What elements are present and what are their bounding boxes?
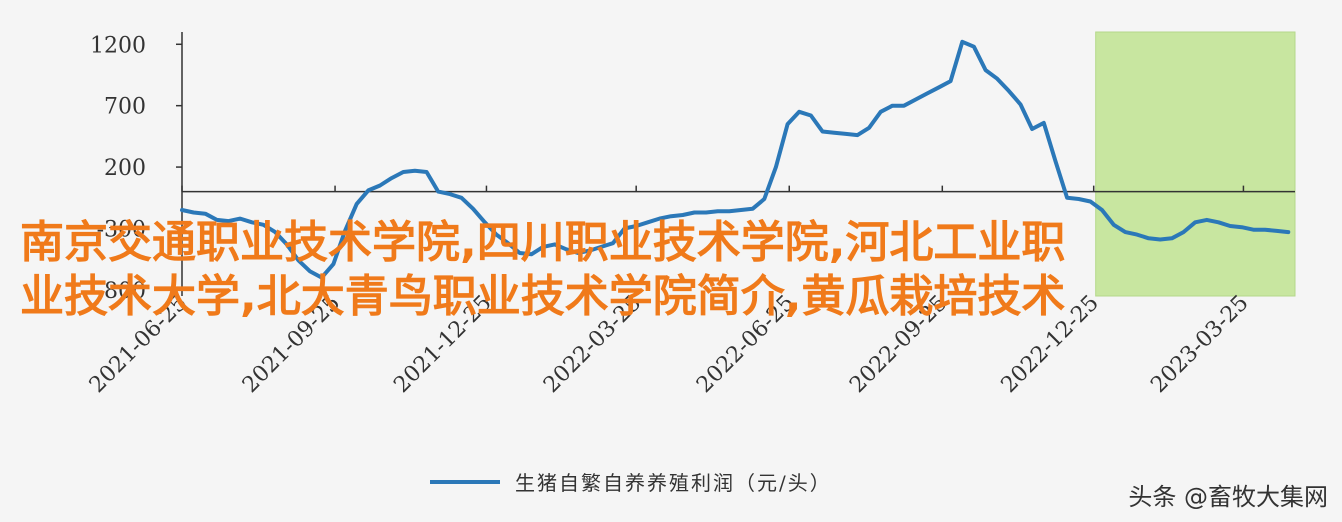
y-tick-label: 200: [104, 156, 146, 181]
highlight-region: [1095, 31, 1296, 297]
y-tick-label: -300: [97, 217, 146, 242]
legend-label: 生猪自繁自养养殖利润（元/头）: [515, 471, 832, 495]
y-tick-label: -800: [97, 279, 146, 304]
overlay-line-2: 业技术大学,北大青鸟职业技术学院简介,黄瓜栽培技术: [20, 271, 1066, 322]
y-tick-label: 700: [104, 95, 146, 120]
overlay-line-1: 南京交通职业技术学院,四川职业技术学院,河北工业职: [20, 217, 1066, 268]
overlay-caption: 南京交通职业技术学院,四川职业技术学院,河北工业职 业技术大学,北大青鸟职业技术…: [20, 216, 1330, 324]
y-tick-label: 1200: [90, 33, 146, 58]
watermark: 头条 @畜牧大集网: [1128, 483, 1328, 511]
series-line: [180, 39, 1291, 280]
legend: 生猪自繁自养养殖利润（元/头）: [430, 471, 832, 495]
